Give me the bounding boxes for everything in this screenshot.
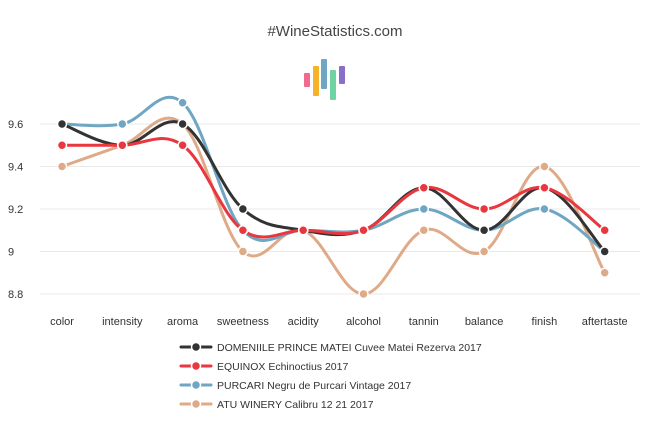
logo-bar xyxy=(304,73,310,87)
logo-bar xyxy=(330,70,336,100)
data-point[interactable] xyxy=(56,118,68,130)
data-point[interactable] xyxy=(237,246,249,257)
data-point[interactable] xyxy=(599,225,610,236)
x-tick-label: aroma xyxy=(167,316,199,328)
data-point[interactable] xyxy=(478,203,490,215)
series-line xyxy=(60,116,607,296)
data-point[interactable] xyxy=(599,267,610,278)
data-point[interactable] xyxy=(177,140,188,151)
data-point[interactable] xyxy=(418,225,430,236)
x-tick-label: tannin xyxy=(409,316,439,328)
logo-bar xyxy=(339,66,345,84)
legend-item[interactable]: EQUINOX Echinoctius 2017 xyxy=(179,360,348,373)
y-tick-label: 9 xyxy=(8,247,14,259)
legend: DOMENIILE PRINCE MATEI Cuvee Matei Rezer… xyxy=(179,341,482,411)
series-lines xyxy=(60,95,607,296)
data-point[interactable] xyxy=(177,97,188,108)
legend-marker-icon xyxy=(190,341,202,353)
data-point[interactable] xyxy=(117,140,128,151)
data-point[interactable] xyxy=(539,203,550,215)
data-point[interactable] xyxy=(237,203,249,215)
x-tick-label: aftertaste xyxy=(582,316,628,328)
data-point[interactable] xyxy=(599,246,610,257)
data-point[interactable] xyxy=(237,225,249,236)
legend-marker-icon xyxy=(190,398,202,410)
data-point[interactable] xyxy=(358,225,369,236)
data-point[interactable] xyxy=(177,118,188,130)
data-point[interactable] xyxy=(418,182,430,193)
data-point[interactable] xyxy=(478,246,490,257)
series-points xyxy=(56,97,610,300)
legend-label: ATU WINERY Calibru 12 21 2017 xyxy=(217,399,374,411)
data-point[interactable] xyxy=(56,161,68,172)
site-logo xyxy=(304,59,345,100)
x-tick-label: balance xyxy=(465,316,504,328)
data-point[interactable] xyxy=(418,203,430,215)
data-point[interactable] xyxy=(539,182,550,193)
data-point[interactable] xyxy=(117,118,128,130)
data-point[interactable] xyxy=(358,288,369,300)
y-axis: 8.8 9 9.2 9.4 9.6 xyxy=(8,119,23,301)
legend-label: DOMENIILE PRINCE MATEI Cuvee Matei Rezer… xyxy=(217,342,482,354)
data-point[interactable] xyxy=(56,140,68,151)
y-tick-label: 9.6 xyxy=(8,119,23,131)
logo-bar xyxy=(313,66,319,96)
data-point[interactable] xyxy=(297,225,309,236)
logo-bar xyxy=(321,59,327,89)
series-line xyxy=(60,95,607,253)
legend-item[interactable]: PURCARI Negru de Purcari Vintage 2017 xyxy=(179,379,411,392)
y-tick-label: 8.8 xyxy=(8,289,23,301)
y-tick-label: 9.4 xyxy=(8,162,23,174)
data-point[interactable] xyxy=(478,225,490,236)
x-tick-label: alcohol xyxy=(346,316,381,328)
legend-item[interactable]: ATU WINERY Calibru 12 21 2017 xyxy=(179,398,374,411)
x-tick-label: intensity xyxy=(102,316,143,328)
data-point[interactable] xyxy=(539,161,550,172)
x-tick-label: acidity xyxy=(288,316,320,328)
legend-label: PURCARI Negru de Purcari Vintage 2017 xyxy=(217,380,411,392)
x-tick-label: sweetness xyxy=(217,316,269,328)
x-axis: color intensity aroma sweetness acidity alcoh… xyxy=(50,316,628,328)
legend-marker-icon xyxy=(190,379,202,391)
legend-label: EQUINOX Echinoctius 2017 xyxy=(217,361,348,373)
y-tick-label: 9.2 xyxy=(8,204,23,216)
legend-marker-icon xyxy=(190,360,202,372)
series-line xyxy=(60,136,607,239)
x-tick-label: color xyxy=(50,316,74,328)
x-tick-label: finish xyxy=(532,316,558,328)
chart-title: #WineStatistics.com xyxy=(267,23,402,40)
legend-item[interactable]: DOMENIILE PRINCE MATEI Cuvee Matei Rezer… xyxy=(179,341,482,354)
